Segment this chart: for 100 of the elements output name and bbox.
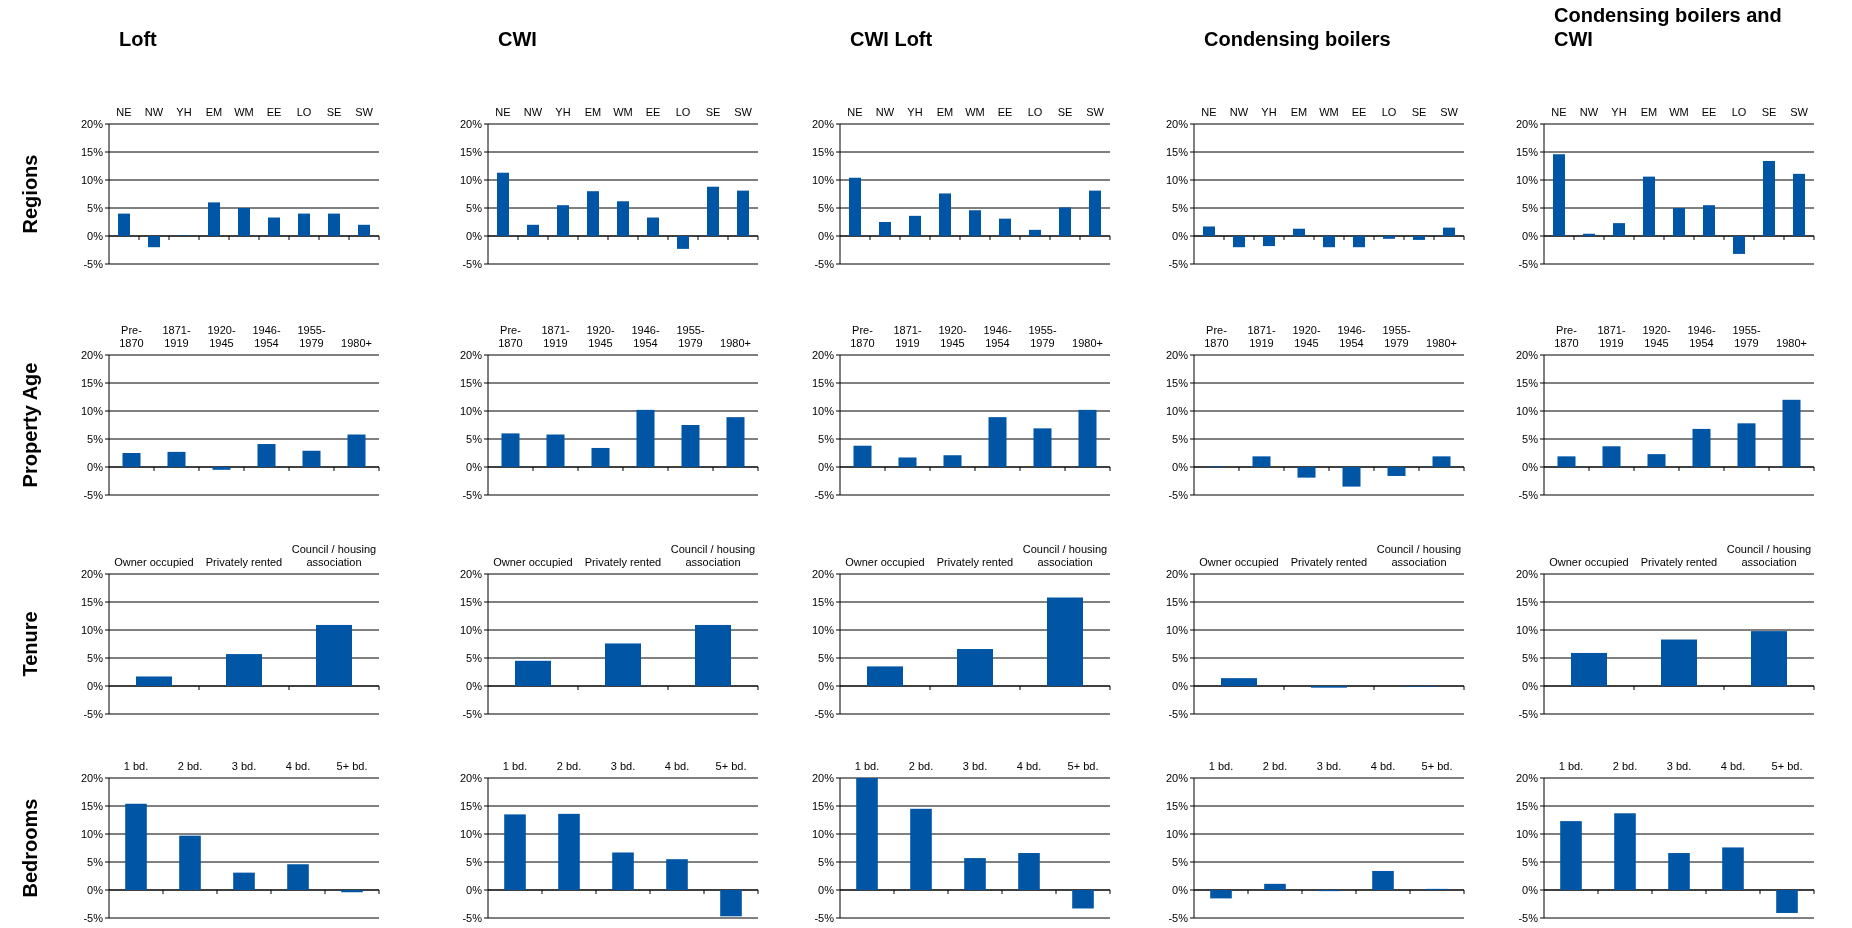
bar	[257, 444, 276, 467]
y-tick-label: 15%	[1165, 595, 1189, 608]
bar	[287, 864, 309, 890]
bar	[636, 409, 655, 467]
y-tick-label: 0%	[1522, 460, 1539, 473]
x-tick-label: 1980+	[1776, 337, 1807, 349]
y-tick-label: 20%	[811, 567, 835, 580]
x-tick-label: 1920- 1945	[207, 324, 236, 349]
bar	[1793, 173, 1805, 236]
y-tick-label: 10%	[811, 623, 835, 636]
y-tick-label: -5%	[1518, 488, 1539, 501]
bar	[1733, 236, 1745, 254]
bar	[1722, 847, 1744, 890]
bar	[226, 654, 262, 686]
x-tick-label: NW	[144, 106, 164, 118]
y-tick-label: -5%	[1168, 707, 1189, 720]
y-tick-label: 15%	[811, 799, 835, 812]
x-tick-label: LO	[296, 106, 312, 118]
y-tick-label: 5%	[1172, 201, 1189, 214]
bar	[122, 453, 141, 467]
y-tick-label: 15%	[80, 595, 104, 608]
chart-title: Condensing boilers	[1204, 28, 1391, 50]
x-tick-label: SW	[1086, 106, 1105, 118]
bar	[726, 417, 745, 467]
bar	[1047, 597, 1083, 686]
bar	[1059, 207, 1071, 236]
y-tick-label: 0%	[1522, 679, 1539, 692]
y-tick-label: 15%	[1515, 376, 1539, 389]
x-tick-label: SW	[355, 106, 374, 118]
bar	[546, 434, 565, 467]
x-tick-label: 3 bd.	[610, 760, 636, 772]
x-tick-label: 1 bd.	[854, 760, 880, 772]
x-tick-label: Owner occupied	[845, 556, 925, 568]
y-tick-label: -5%	[462, 707, 483, 720]
y-tick-label: 20%	[1165, 348, 1189, 361]
bar	[179, 835, 201, 890]
x-tick-label: 1955- 1979	[297, 324, 326, 349]
y-tick-label: 10%	[459, 173, 483, 186]
y-tick-label: -5%	[462, 911, 483, 924]
x-tick-label: EE	[1701, 106, 1717, 118]
bar	[1252, 456, 1271, 467]
y-tick-label: 0%	[1522, 883, 1539, 896]
y-tick-label: 20%	[459, 348, 483, 361]
bar	[999, 218, 1011, 236]
y-tick-label: -5%	[1168, 257, 1189, 270]
bar	[1210, 890, 1232, 899]
bar	[898, 457, 917, 467]
y-tick-label: -5%	[1168, 488, 1189, 501]
bar	[1029, 229, 1041, 236]
y-tick-label: 0%	[1522, 229, 1539, 242]
y-tick-label: 5%	[1522, 432, 1539, 445]
bar	[233, 872, 255, 890]
bar	[268, 217, 280, 236]
y-tick-label: -5%	[1518, 911, 1539, 924]
bar	[501, 433, 520, 467]
y-tick-label: 5%	[466, 855, 483, 868]
x-tick-label: 4 bd.	[664, 760, 690, 772]
y-tick-label: 10%	[459, 827, 483, 840]
y-tick-label: 15%	[459, 799, 483, 812]
x-tick-label: Council / housing association	[1376, 543, 1462, 568]
y-tick-label: 10%	[1165, 827, 1189, 840]
y-tick-label: -5%	[1168, 911, 1189, 924]
x-tick-label: LO	[1731, 106, 1747, 118]
x-tick-label: 4 bd.	[1016, 760, 1042, 772]
y-tick-label: 15%	[80, 376, 104, 389]
x-tick-label: SW	[1790, 106, 1809, 118]
x-tick-label: EM	[1290, 106, 1308, 118]
bar	[1776, 890, 1798, 913]
bar	[617, 201, 629, 236]
x-tick-label: EM	[1640, 106, 1658, 118]
x-tick-label: 3 bd.	[962, 760, 988, 772]
y-tick-label: 15%	[811, 145, 835, 158]
y-tick-label: 10%	[1165, 404, 1189, 417]
x-tick-label: 1955- 1979	[1028, 324, 1057, 349]
y-tick-label: 5%	[1172, 651, 1189, 664]
y-tick-label: 15%	[80, 799, 104, 812]
bar	[647, 217, 659, 236]
x-tick-label: 1 bd.	[502, 760, 528, 772]
y-tick-label: 15%	[459, 145, 483, 158]
x-tick-label: 1871- 1919	[893, 324, 922, 349]
x-tick-label: Owner occupied	[1549, 556, 1629, 568]
y-tick-label: 0%	[818, 229, 835, 242]
y-tick-label: 0%	[1172, 460, 1189, 473]
x-tick-label: 1955- 1979	[1732, 324, 1761, 349]
x-tick-label: Owner occupied	[1199, 556, 1279, 568]
bar	[587, 191, 599, 236]
y-tick-label: 5%	[818, 432, 835, 445]
x-tick-label: 5+ bd.	[336, 760, 368, 772]
y-tick-label: 20%	[1515, 348, 1539, 361]
chart-title: CWI	[498, 28, 537, 50]
bar	[1553, 154, 1565, 236]
bar	[1643, 176, 1655, 236]
bar	[515, 660, 551, 686]
y-axis-title: Bedrooms	[19, 798, 41, 898]
x-tick-label: 5+ bd.	[1067, 760, 1099, 772]
y-tick-label: 0%	[466, 460, 483, 473]
x-tick-label: NW	[875, 106, 895, 118]
y-tick-label: 0%	[87, 883, 104, 896]
y-tick-label: 5%	[818, 651, 835, 664]
x-tick-label: 1946- 1954	[631, 324, 660, 349]
